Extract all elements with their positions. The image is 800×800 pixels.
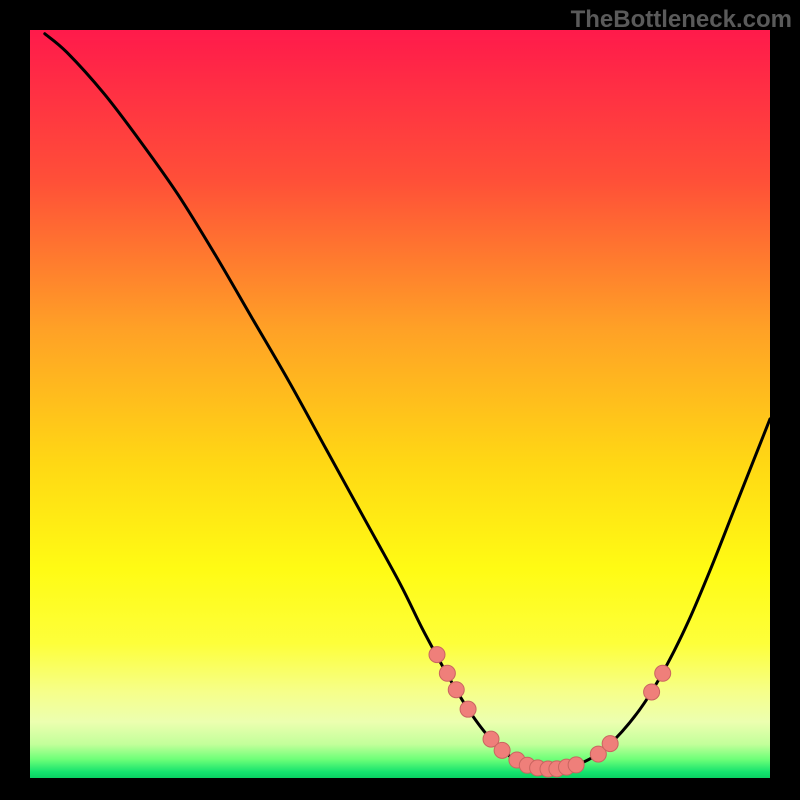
data-marker [602,736,618,752]
data-marker [644,684,660,700]
watermark-text: TheBottleneck.com [571,6,792,34]
bottleneck-curve-chart [0,0,800,800]
chart-container: TheBottleneck.com [0,0,800,800]
data-marker [655,665,671,681]
data-marker [448,682,464,698]
data-marker [439,665,455,681]
data-marker [568,757,584,773]
data-marker [494,742,510,758]
data-marker [429,647,445,663]
data-marker [460,701,476,717]
